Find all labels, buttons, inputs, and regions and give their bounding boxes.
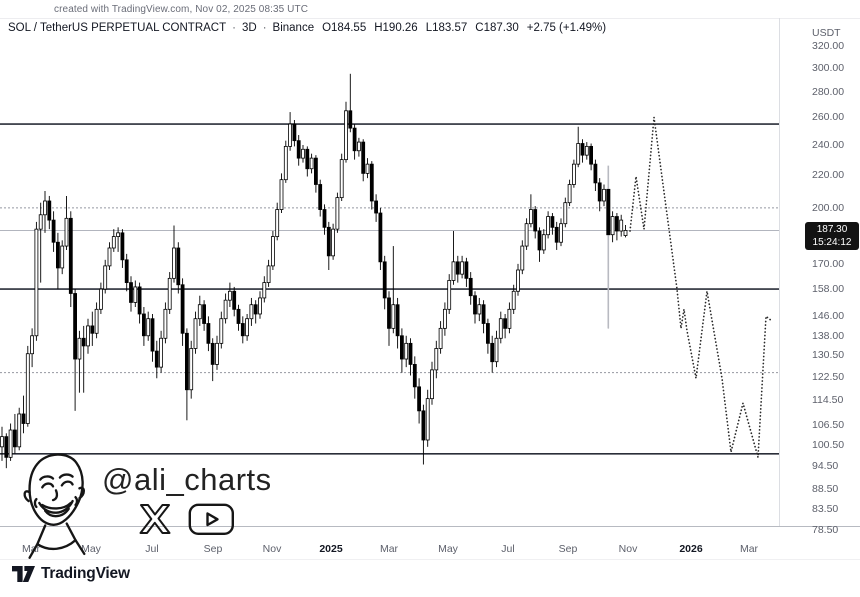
high-value: H190.26 [374,22,418,34]
time-tick-label: Sep [558,543,578,555]
price-axis-border [779,18,780,526]
axis-currency-label: USDT [812,27,841,39]
timeframe-label[interactable]: 3D [241,22,257,34]
symbol-info-row: SOL / TetherUS PERPETUAL CONTRACT · 3D ·… [8,22,606,34]
price-tick-label: 130.50 [812,349,845,362]
exchange-label: Binance [272,22,315,34]
tradingview-brand[interactable]: TradingView [41,565,130,582]
time-tick-label: Nov [618,543,638,555]
price-axis[interactable]: USDT 187.30 15:24:12 320.00 300.00 280.00 2… [780,18,860,536]
change-value: +2.75 (+1.49%) [526,22,607,34]
watermark-handle: @ali_charts [102,462,272,497]
time-tick-label: May [438,543,458,555]
time-tick-label: Mar [379,543,399,555]
price-tick-label: 78.50 [812,524,839,537]
open-value: O184.55 [322,22,367,34]
tradingview-logo-icon[interactable] [12,565,35,583]
price-tick-label: 83.50 [812,503,839,515]
price-tick-label: 170.00 [812,257,845,270]
price-tick-label: 138.00 [812,329,845,342]
ali-charts-avatar-sketch [23,453,86,559]
price-tick-label: 106.50 [812,419,845,432]
price-tick-label: 200.00 [812,201,845,214]
current-price-badge: 187.30 15:24:12 [805,222,859,250]
price-tick-label: 122.50 [812,370,845,383]
bar-countdown: 15:24:12 [812,237,852,248]
price-tick-label: 100.50 [812,439,845,452]
time-tick-label: May [81,543,101,555]
price-tick-label: 300.00 [812,62,845,74]
time-tick-label: 2025 [319,543,343,555]
time-tick-label: Jul [145,543,159,555]
separator-dot: · [232,22,236,34]
watermark: @ali_charts [10,448,272,560]
price-tick-label: 158.00 [812,283,845,296]
youtube-logo-icon [188,503,235,535]
time-axis-border [0,526,860,527]
created-with-text: created with TradingView.com, Nov 02, 20… [54,4,309,15]
time-tick-label: Sep [203,543,223,555]
price-tick-label: 240.00 [812,138,845,151]
low-value: L183.57 [425,22,468,34]
separator-dot: · [262,22,267,34]
time-tick-label: Mar [739,543,759,555]
price-tick-label: 260.00 [812,111,845,124]
time-tick-label: 2026 [679,543,703,555]
current-price-value: 187.30 [816,224,848,235]
x-logo-icon [139,504,171,534]
price-tick-label: 114.50 [812,394,844,407]
symbol-title[interactable]: SOL / TetherUS PERPETUAL CONTRACT [8,22,227,34]
price-tick-label: 94.50 [812,460,839,473]
time-tick-label: Nov [262,543,282,555]
created-with-bar: created with TradingView.com, Nov 02, 20… [0,0,860,19]
footer-bar: TradingView [12,565,130,583]
time-tick-label: Jul [501,543,515,555]
footer-border [0,559,860,560]
price-tick-label: 88.50 [812,482,839,495]
close-value: C187.30 [475,22,519,34]
price-tick-label: 220.00 [812,168,845,181]
price-tick-label: 280.00 [812,85,845,98]
price-tick-label: 320.00 [812,39,845,52]
price-tick-label: 146.00 [812,310,845,323]
